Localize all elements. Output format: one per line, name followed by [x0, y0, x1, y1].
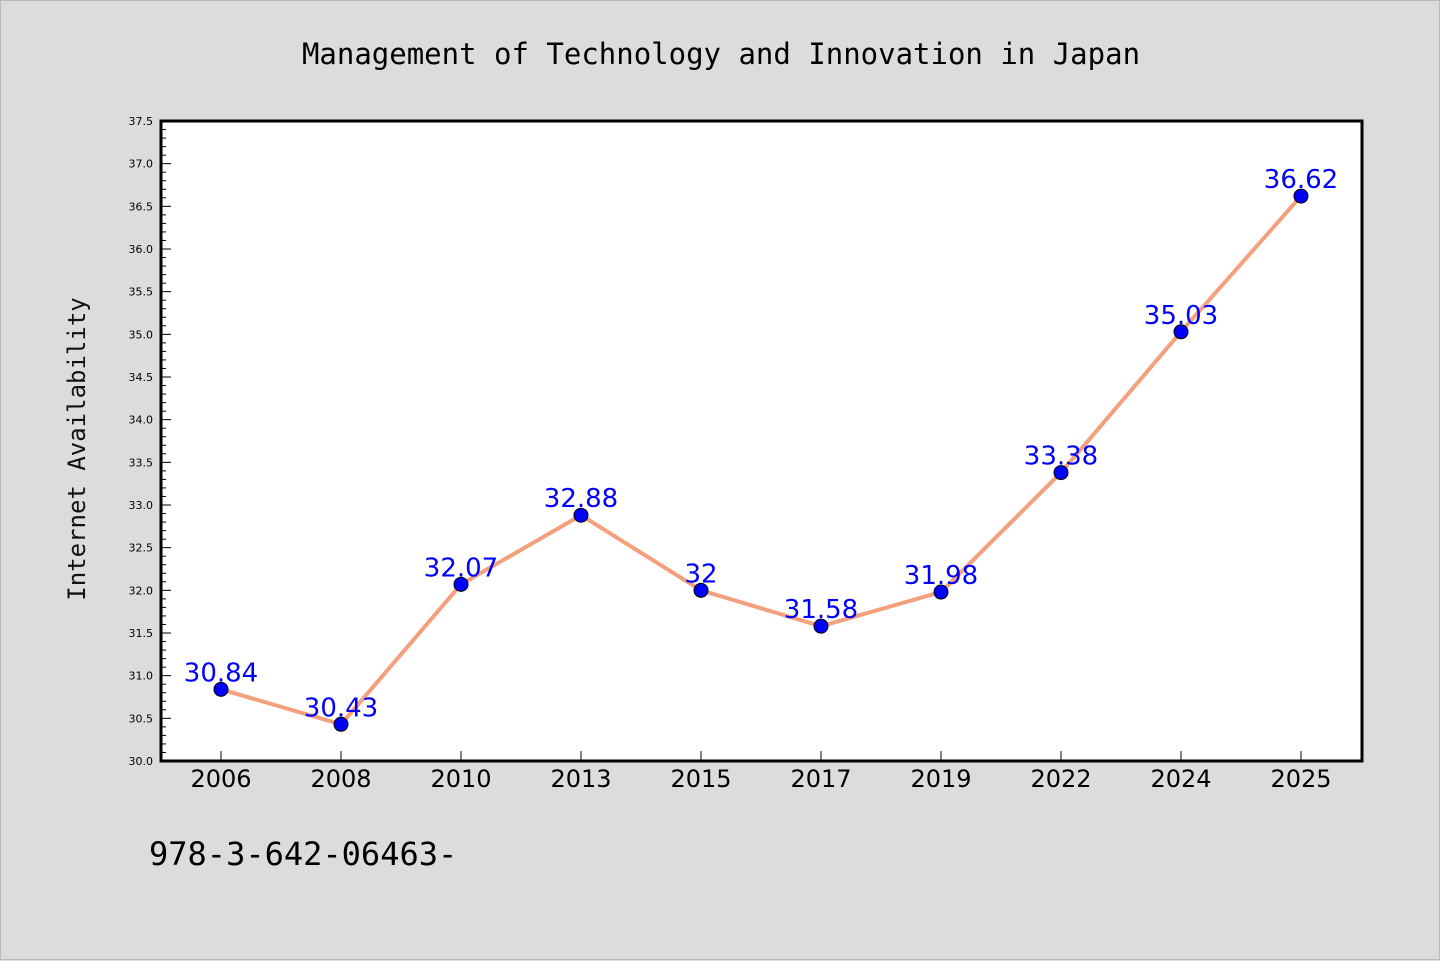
data-label: 32.07 [424, 553, 498, 583]
data-point [453, 576, 469, 592]
data-label: 35.03 [1144, 301, 1218, 331]
y-tick-label: 37.0 [129, 158, 154, 171]
chart-title: Management of Technology and Innovation … [302, 37, 1140, 71]
data-label: 33.38 [1024, 442, 1098, 472]
footer-isbn-text: 978-3-642-06463- [149, 835, 457, 873]
y-axis-label: Internet Availability [63, 297, 91, 600]
data-label: 31.98 [904, 561, 978, 591]
data-point [1173, 324, 1189, 340]
series-markers [213, 188, 1309, 732]
x-tick-label: 2010 [430, 765, 491, 793]
x-axis: 2006 2008 2010 2013 2015 2017 2019 2022 2024 2025 [190, 751, 1332, 793]
y-tick-label: 37.5 [129, 115, 154, 128]
y-tick-label: 30.5 [129, 712, 154, 725]
x-tick-label: 2017 [790, 765, 851, 793]
y-tick-label: 35.0 [129, 328, 154, 341]
data-label: 36.62 [1264, 165, 1338, 195]
data-point [693, 582, 709, 598]
y-tick-label: 35.5 [129, 286, 154, 299]
data-point [573, 507, 589, 523]
data-label: 32 [684, 559, 717, 589]
x-tick-label: 2025 [1270, 765, 1331, 793]
series-line [220, 194, 1303, 727]
data-point [1053, 465, 1069, 481]
y-tick-label: 30.0 [129, 755, 154, 768]
x-tick-label: 2019 [910, 765, 971, 793]
x-tick-label: 2024 [1150, 765, 1211, 793]
data-point [933, 584, 949, 600]
y-tick-label: 33.0 [129, 499, 154, 512]
data-point [213, 681, 229, 697]
data-point [813, 618, 829, 634]
y-axis: 30.0 30.5 31.0 31.5 32.0 32.5 33.0 33.5 34.0 34.5… [129, 115, 171, 768]
data-label: 30.43 [304, 693, 378, 723]
y-tick-label: 32.0 [129, 584, 154, 597]
data-point [333, 716, 349, 732]
y-tick-label: 34.0 [129, 414, 154, 427]
y-tick-label: 31.0 [129, 670, 154, 683]
y-tick-label: 32.5 [129, 542, 154, 555]
y-tick-label: 33.5 [129, 456, 154, 469]
plot-area [159, 119, 1364, 763]
x-tick-label: 2013 [550, 765, 611, 793]
data-label: 31.58 [784, 595, 858, 625]
x-tick-label: 2022 [1030, 765, 1091, 793]
y-tick-label: 31.5 [129, 627, 154, 640]
x-tick-label: 2015 [670, 765, 731, 793]
x-tick-label: 2006 [190, 765, 251, 793]
data-label: 30.84 [184, 658, 258, 688]
data-label: 32.88 [544, 484, 618, 514]
y-tick-label: 36.5 [129, 200, 154, 213]
y-tick-label: 34.5 [129, 371, 154, 384]
data-labels: 30.84 30.43 32.07 32.88 32 31.58 31.98 33.38 35.… [184, 165, 1338, 723]
y-tick-label: 36.0 [129, 243, 154, 256]
data-point [1293, 188, 1309, 204]
x-tick-label: 2008 [310, 765, 371, 793]
